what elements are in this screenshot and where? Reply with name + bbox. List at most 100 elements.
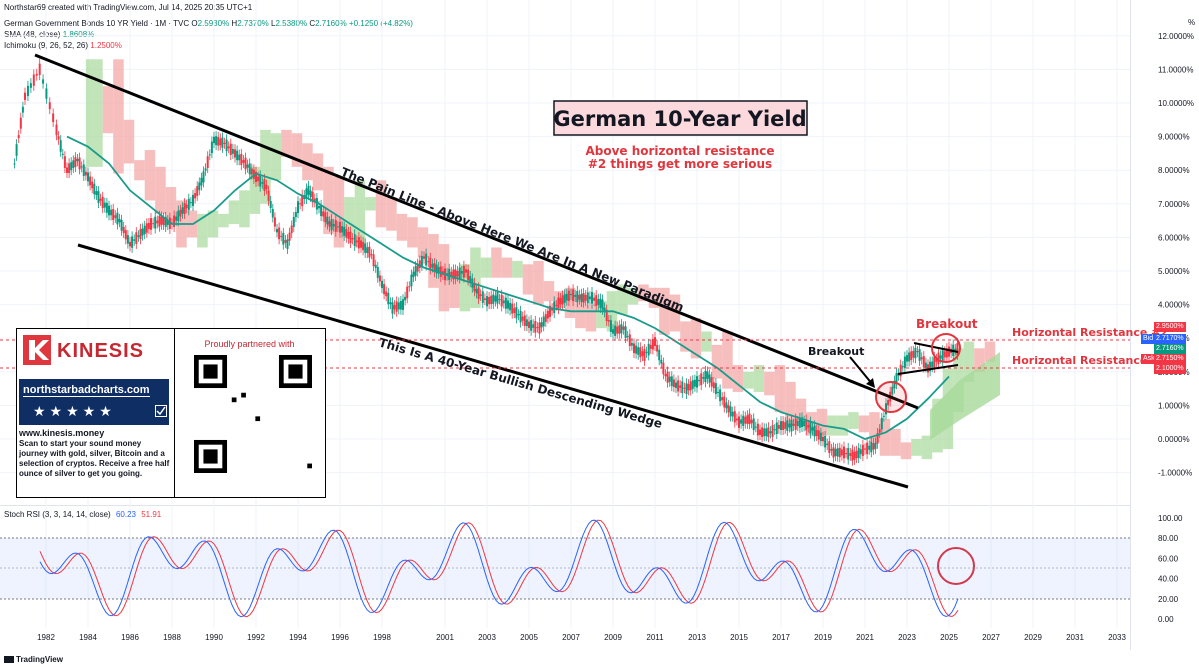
- candle-body: [666, 371, 669, 383]
- candle-body: [614, 325, 617, 336]
- y-tick-label: 11.0000%: [1158, 65, 1193, 74]
- cloud-segment: [386, 197, 397, 231]
- candle-body: [454, 269, 457, 280]
- y-tick-label: 6.0000%: [1158, 233, 1190, 242]
- candle-body: [822, 436, 824, 442]
- stoch-axis[interactable]: 100.00 80.00 60.00 40.00 20.00 0.00: [1158, 514, 1183, 624]
- candle-body: [584, 295, 587, 301]
- sma-legend[interactable]: SMA (48, close) 1.8608%: [4, 30, 94, 39]
- qr-code-icon[interactable]: [194, 355, 312, 473]
- candle-body: [794, 418, 797, 430]
- candle-body: [194, 193, 197, 199]
- candle-body: [420, 255, 423, 266]
- candle-body: [103, 202, 106, 208]
- chart-credit: Northstar69 created with TradingView.com…: [4, 3, 253, 12]
- candle-body: [693, 379, 696, 387]
- candle-body: [876, 433, 879, 444]
- candle-body: [735, 418, 738, 421]
- stoch-circle[interactable]: [937, 547, 975, 585]
- sma-line: [66, 135, 950, 440]
- candle-body: [261, 182, 264, 184]
- candle-body: [746, 415, 749, 424]
- cloud-segment: [974, 348, 985, 372]
- wedge-line[interactable]: [77, 243, 909, 489]
- candle-body: [849, 453, 852, 456]
- candle-body: [349, 231, 352, 244]
- x-tick-label: 2019: [814, 633, 832, 642]
- open-value: 2.5930%: [197, 19, 230, 28]
- candle-body: [588, 296, 591, 300]
- cloud-segment: [207, 210, 219, 238]
- candle-body: [341, 226, 344, 233]
- cloud-segment: [722, 331, 733, 389]
- candle-body: [525, 319, 528, 327]
- candle-body: [189, 202, 192, 204]
- candle-body: [647, 343, 650, 356]
- cloud-segment: [753, 365, 765, 392]
- low-value: 2.5380%: [275, 19, 308, 28]
- candle-body: [198, 182, 201, 191]
- candle-body: [790, 419, 793, 432]
- kinesis-url[interactable]: www.kinesis.money: [19, 428, 105, 438]
- price-axis[interactable]: 12.0000% 11.0000% 10.0000% 9.0000% 8.0000% 7.…: [1158, 32, 1194, 478]
- candle-body: [826, 443, 829, 446]
- candle-body: [620, 324, 623, 334]
- candle-body: [105, 202, 108, 213]
- candle-body: [637, 347, 640, 355]
- candle-body: [38, 63, 41, 76]
- candle-body: [366, 247, 369, 254]
- candle-body: [540, 322, 543, 328]
- candle-body: [679, 385, 682, 388]
- triangle-lower-line[interactable]: [897, 364, 959, 375]
- cloud-segment: [323, 166, 334, 235]
- candle-body: [664, 374, 667, 377]
- stoch-tick-label: 100.00: [1158, 514, 1183, 523]
- candle-body: [78, 157, 81, 170]
- cloud-segment: [659, 287, 670, 335]
- y-tick-label: 10.0000%: [1158, 99, 1194, 108]
- stoch-tick-label: 0.00: [1158, 615, 1174, 624]
- stoch-rsi-lines: [39, 519, 959, 618]
- x-tick-label: 1988: [163, 633, 181, 642]
- cloud-segment: [512, 260, 523, 278]
- cloud-segment: [680, 321, 691, 352]
- candle-body: [17, 135, 20, 139]
- candle-body: [299, 203, 302, 205]
- time-axis[interactable]: 1982 1984 1986 1988 1990 1992 1994 1996 1998 2001…: [37, 633, 1126, 642]
- candle-body: [343, 226, 346, 236]
- candle-body: [372, 254, 375, 267]
- x-tick-label: 2009: [604, 633, 622, 642]
- breakout-circle-1[interactable]: [875, 381, 907, 413]
- candle-body: [294, 212, 297, 218]
- symbol-name[interactable]: German Government Bonds 10 YR Yield · 1M…: [4, 19, 190, 28]
- kinesis-ad[interactable]: KINESIS northstarbadcharts.com ★★★★★ www…: [16, 328, 326, 498]
- candle-body: [351, 238, 354, 240]
- candle-body: [866, 442, 869, 455]
- candle-body: [435, 264, 438, 274]
- triangle-upper-line[interactable]: [913, 342, 959, 353]
- candle-body: [458, 267, 461, 279]
- candle-body: [882, 415, 885, 417]
- candle-body: [941, 350, 944, 362]
- candle-body: [19, 117, 22, 129]
- subtitle-line-2: #2 things get more serious: [588, 157, 772, 171]
- candle-body: [574, 294, 577, 297]
- candle-body: [257, 176, 260, 182]
- stoch-label[interactable]: Stoch RSI (3, 3, 14, 14, close) 60.23 51…: [4, 510, 162, 519]
- candle-body: [649, 344, 652, 349]
- pain-line[interactable]: [34, 53, 919, 410]
- candle-body: [362, 242, 365, 251]
- candle-body: [120, 219, 123, 231]
- cloud-segment: [648, 287, 660, 308]
- candle-body: [498, 299, 501, 301]
- breakout-circle-2[interactable]: [931, 333, 961, 363]
- cloud-segment: [554, 291, 565, 308]
- candle-body: [219, 138, 222, 146]
- candle-body: [803, 420, 806, 427]
- candle-body: [158, 215, 161, 227]
- stoch-tick-label: 60.00: [1158, 554, 1179, 563]
- sma-path: [66, 135, 950, 440]
- candle-body: [13, 163, 16, 165]
- candle-body: [870, 441, 873, 453]
